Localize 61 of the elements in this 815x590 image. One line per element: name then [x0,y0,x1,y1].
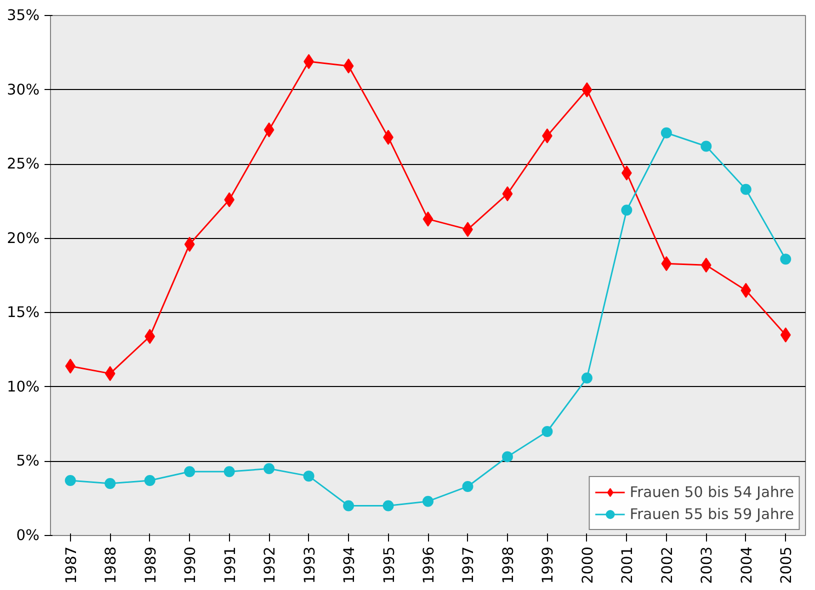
x-tick-label: 2002 [658,546,676,584]
y-tick-label: 10% [6,378,40,396]
point [422,212,434,227]
point [264,463,275,474]
point [660,127,672,138]
x-tick-label: 2005 [778,546,796,584]
point [740,282,752,298]
point [144,475,156,486]
y-tick-label: 20% [6,230,40,247]
point [542,426,553,437]
point [462,480,474,492]
point [224,466,235,478]
point [343,58,354,74]
point [104,366,116,382]
x-tick-label: 1998 [500,546,517,584]
point [582,82,592,98]
point [382,500,394,512]
point [184,466,196,478]
x-tick-label: 1990 [182,546,200,584]
point [581,372,592,384]
x-tick-label: 2003 [698,546,716,584]
y-tick-label: 25% [6,156,40,173]
point [621,204,632,216]
y-tick-label: 35% [6,7,40,24]
x-tick-label: 1991 [222,546,239,584]
point [65,358,76,374]
point [740,184,752,195]
x-tick-label: 2001 [619,546,636,584]
point [502,451,513,462]
x-tick-label: 2004 [738,546,756,584]
y-tick-label: 5% [16,452,40,470]
x-tick-label: 1989 [142,546,160,584]
x-tick-label: 1997 [460,546,478,584]
x-tick-label: 1988 [102,546,120,584]
point [144,328,156,344]
point [700,140,712,152]
point [780,327,791,342]
point [264,122,274,138]
x-tick-label: 1995 [380,546,398,584]
y-tick-label: 30% [6,81,40,98]
x-tick-label: 1987 [62,546,80,584]
x-tick-label: 1993 [301,546,318,584]
x-tick-label: 1996 [420,546,438,584]
legend-label: Frauen 50 bis 54 Jahre [630,484,794,500]
x-tick-label: 1999 [540,546,557,584]
point [303,470,314,482]
x-tick-label: 2000 [579,546,596,584]
legend-label: Frauen 55 bis 59 Jahre [630,506,794,522]
x-tick-label: 1992 [262,546,279,584]
point [502,186,513,202]
point [104,478,116,489]
y-tick-label: 15% [6,304,40,322]
x-tick-label: 1994 [341,546,358,584]
point [343,500,354,512]
y-tick-label: 0% [16,527,40,544]
point [661,256,672,272]
point [422,496,434,507]
point [780,254,792,265]
point [64,475,76,486]
point [184,236,195,252]
point [700,258,712,273]
